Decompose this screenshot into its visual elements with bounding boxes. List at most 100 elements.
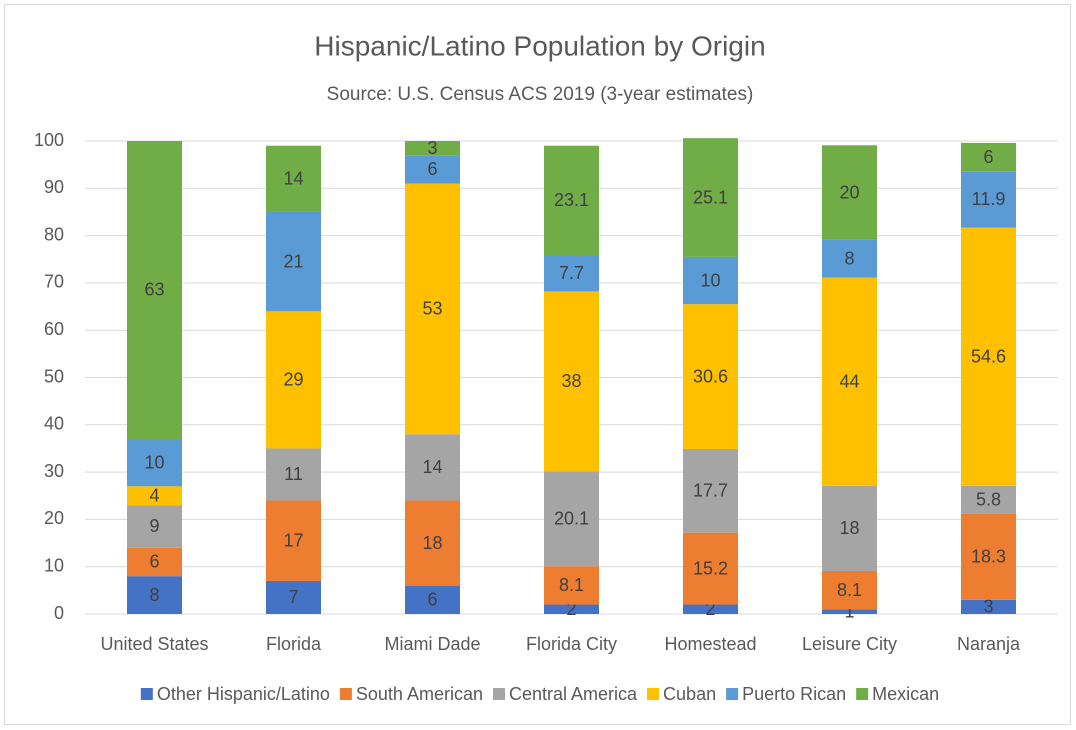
bar-segment — [822, 609, 877, 614]
legend-swatch — [492, 688, 505, 700]
y-tick-label: 70 — [44, 272, 64, 292]
data-label: 3 — [983, 597, 993, 617]
bar-segment — [405, 155, 460, 184]
bar-segment — [961, 513, 1016, 600]
data-label: 5.8 — [976, 489, 1001, 509]
bar-segment — [683, 304, 738, 449]
y-tick-label: 40 — [44, 414, 64, 434]
data-label: 54.6 — [971, 346, 1006, 366]
x-tick-label: Florida — [266, 634, 322, 654]
legend-swatch — [856, 688, 869, 700]
legend-label: Mexican — [872, 684, 939, 704]
x-tick-label: Miami Dade — [384, 634, 480, 654]
bar-segment — [822, 485, 877, 571]
data-label: 8.1 — [559, 575, 584, 595]
y-tick-label: 50 — [44, 366, 64, 386]
data-label: 4 — [149, 486, 159, 506]
x-tick-label: Naranja — [957, 634, 1021, 654]
data-label: 3 — [427, 138, 437, 158]
data-label: 44 — [839, 372, 859, 392]
data-label: 14 — [283, 169, 303, 189]
data-label: 20.1 — [554, 508, 589, 528]
bar-segment — [822, 570, 877, 610]
data-label: 29 — [283, 370, 303, 390]
bar-segment — [544, 566, 599, 605]
bar-segment — [961, 599, 1016, 614]
data-label: 1 — [844, 601, 854, 621]
y-tick-label: 100 — [34, 130, 64, 150]
data-label: 15.2 — [693, 558, 728, 578]
data-label: 7 — [288, 587, 298, 607]
bar-segment — [405, 141, 460, 156]
data-label: 21 — [283, 251, 303, 271]
chart-title: Hispanic/Latino Population by Origin — [314, 30, 765, 61]
data-label: 23.1 — [554, 190, 589, 210]
chart-frame — [4, 4, 1071, 725]
data-label: 17 — [283, 530, 303, 550]
bar-segment — [266, 211, 321, 312]
x-tick-label: Florida City — [526, 634, 617, 654]
bar-segment — [127, 141, 182, 439]
data-label: 10 — [700, 270, 720, 290]
y-tick-label: 30 — [44, 461, 64, 481]
legend-swatch — [140, 688, 153, 700]
y-tick-label: 90 — [44, 177, 64, 197]
legend-swatch — [726, 688, 739, 700]
data-label: 17.7 — [693, 481, 728, 501]
bar-segment — [266, 311, 321, 449]
bar-segment — [683, 532, 738, 605]
legend-swatch — [339, 688, 352, 700]
y-tick-label: 80 — [44, 224, 64, 244]
y-tick-label: 10 — [44, 555, 64, 575]
chart-subtitle: Source: U.S. Census ACS 2019 (3-year est… — [327, 84, 754, 105]
legend-label: Other Hispanic/Latino — [157, 684, 330, 704]
y-tick-label: 20 — [44, 508, 64, 528]
y-tick-label: 60 — [44, 319, 64, 339]
data-label: 7.7 — [559, 263, 584, 283]
data-label: 38 — [561, 371, 581, 391]
y-tick-label: 0 — [54, 603, 64, 623]
bar-segment — [405, 500, 460, 586]
bar-segment — [961, 171, 1016, 228]
bar-segment — [683, 256, 738, 305]
x-tick-label: Homestead — [664, 634, 756, 654]
data-label: 6 — [427, 159, 437, 179]
data-label: 14 — [422, 457, 442, 477]
bar-segment — [405, 183, 460, 435]
legend-label: Puerto Rican — [742, 684, 846, 704]
data-label: 18 — [839, 518, 859, 538]
bar-segment — [127, 576, 182, 614]
legend-swatch — [647, 688, 660, 700]
data-label: 30.6 — [693, 366, 728, 386]
x-tick-label: Leisure City — [802, 634, 897, 654]
bar-segment — [683, 138, 738, 257]
legend-label: South American — [356, 684, 483, 704]
bar-segment — [544, 604, 599, 614]
bar-segment — [822, 239, 877, 278]
bar-segment — [683, 448, 738, 533]
data-label: 53 — [422, 299, 442, 319]
bar-segment — [266, 580, 321, 614]
bar-segment — [405, 585, 460, 614]
bar-segment — [961, 142, 1016, 172]
data-label: 6 — [427, 590, 437, 610]
data-label: 6 — [149, 552, 159, 572]
legend-label: Cuban — [663, 684, 716, 704]
x-tick-label: United States — [100, 634, 208, 654]
data-label: 20 — [839, 182, 859, 202]
legend-label: Central America — [509, 684, 638, 704]
data-label: 11.9 — [972, 189, 1006, 209]
data-label: 11 — [284, 464, 303, 484]
bar-segment — [544, 254, 599, 292]
bar-segment — [822, 145, 877, 240]
data-label: 18 — [422, 533, 442, 553]
data-label: 2 — [705, 599, 715, 619]
data-label: 6 — [983, 147, 993, 167]
bar-segment — [266, 500, 321, 581]
data-label: 8.1 — [837, 580, 862, 600]
bar-segment — [544, 291, 599, 472]
data-label: 9 — [149, 516, 159, 536]
data-label: 8 — [844, 249, 854, 269]
bar-segment — [127, 438, 182, 487]
bar-segment — [961, 227, 1016, 486]
